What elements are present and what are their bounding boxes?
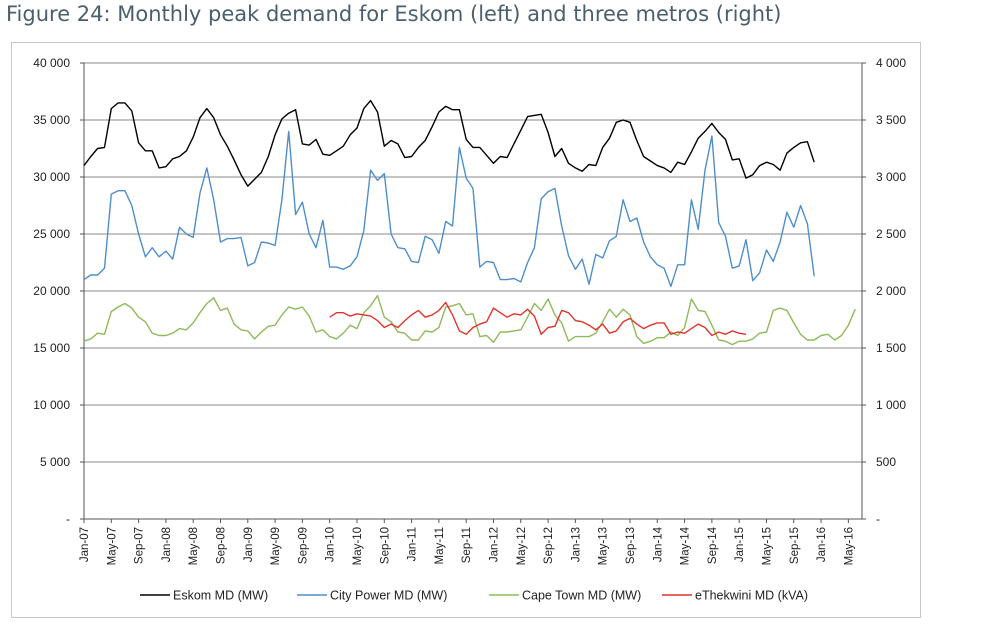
x-tick-label: Jan-09	[243, 527, 255, 562]
x-tick-label: Jan-16	[816, 527, 828, 562]
y-left-tick-label: 10 000	[33, 398, 70, 412]
y-right-tick-label: 2 500	[876, 227, 906, 241]
y-left-tick-label: 40 000	[33, 56, 70, 70]
series-line-ethekwini-md-kva	[329, 301, 747, 337]
x-tick-label: Sep-15	[789, 527, 801, 564]
y-right-tick-label: 2 000	[876, 284, 906, 298]
x-tick-label: May-07	[106, 527, 118, 565]
legend: Eskom MD (MW) City Power MD (MW) Cape Town…	[140, 589, 808, 603]
y-right-tick-label: 4 000	[876, 56, 906, 70]
series-lines	[83, 99, 856, 346]
y-right-tick-label: -	[876, 512, 880, 526]
x-tick-label: Sep-07	[134, 527, 146, 564]
x-tick-label: May-12	[516, 527, 528, 565]
x-tick-label: Sep-08	[215, 527, 227, 564]
x-tick-label: Sep-11	[461, 527, 473, 563]
x-tick-label: May-11	[434, 527, 446, 565]
x-tick-label: May-13	[598, 527, 610, 565]
axes: - 5 000 10 000 15 000 20 000 25 000 30 000 35 0…	[33, 56, 906, 565]
y-right-tick-label: 1 000	[876, 398, 906, 412]
y-left-tick-label: 15 000	[33, 341, 70, 355]
x-tick-label: Sep-09	[297, 527, 309, 564]
x-tick-label: Sep-14	[707, 526, 719, 564]
x-tick-label: Jan-12	[488, 527, 500, 562]
x-tick-label: Jan-11	[407, 527, 419, 561]
y-left-tick-label: 25 000	[33, 227, 70, 241]
y-left-tick-label: 30 000	[33, 170, 70, 184]
figure-title: Figure 24: Monthly peak demand for Eskom…	[6, 2, 782, 26]
legend-label: Eskom MD (MW)	[173, 589, 268, 603]
x-tick-label: May-16	[843, 527, 855, 565]
gridlines	[84, 62, 862, 463]
x-tick-label: May-10	[352, 527, 364, 565]
x-tick-label: Jan-13	[570, 527, 582, 562]
y-left-tick-label: 35 000	[33, 113, 70, 127]
chart-svg: - 5 000 10 000 15 000 20 000 25 000 30 000 35 0…	[33, 56, 906, 603]
x-tick-label: May-15	[761, 527, 773, 565]
x-tick-label: Jan-14	[652, 526, 664, 562]
chart-frame: - 5 000 10 000 15 000 20 000 25 000 30 000 35 0…	[11, 42, 921, 618]
x-tick-label: Sep-13	[625, 527, 637, 564]
legend-label: eThekwini MD (kVA)	[695, 589, 808, 603]
x-tick-label: Jan-15	[734, 527, 746, 562]
x-tick-label: Sep-10	[379, 527, 391, 564]
y-right-tick-label: 500	[876, 455, 896, 469]
y-left-tick-label: 20 000	[33, 284, 70, 298]
series-line-eskom-md-mw	[83, 99, 815, 187]
y-right-tick-label: 3 000	[876, 170, 906, 184]
y-left-tick-label: -	[66, 512, 70, 526]
series-line-city-power-md-mw	[83, 130, 815, 288]
y-right-tick-label: 1 500	[876, 341, 906, 355]
legend-label: City Power MD (MW)	[330, 589, 447, 603]
legend-label: Cape Town MD (MW)	[522, 589, 641, 603]
x-tick-label: May-09	[270, 527, 282, 565]
series-line-cape-town-md-mw	[83, 294, 856, 346]
y-right-tick-label: 3 500	[876, 113, 906, 127]
y-left-tick-label: 5 000	[40, 455, 70, 469]
x-tick-label: Jan-08	[161, 527, 173, 562]
x-tick-label: Jan-10	[325, 527, 337, 562]
x-tick-label: Sep-12	[543, 527, 555, 564]
x-tick-label: May-14	[680, 526, 692, 565]
x-tick-label: May-08	[188, 527, 200, 565]
x-tick-label: Jan-07	[79, 527, 91, 562]
